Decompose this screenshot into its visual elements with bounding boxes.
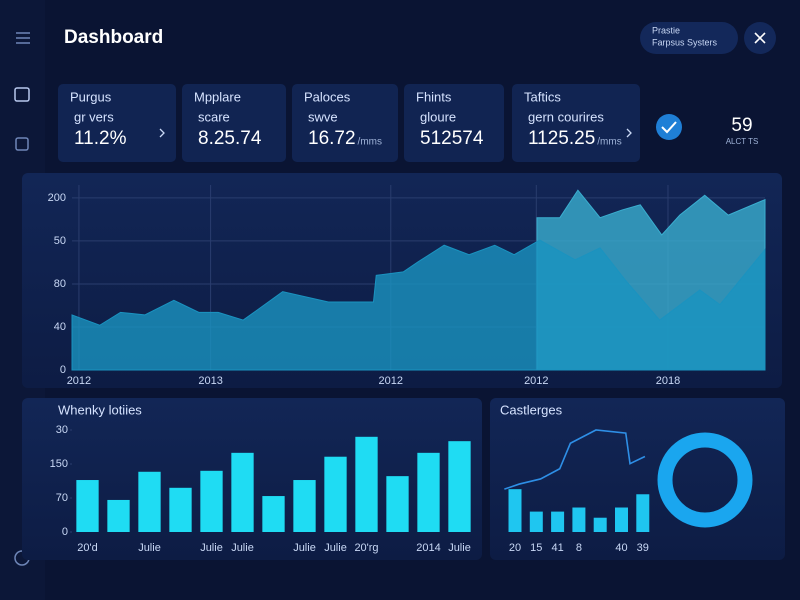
chart-title: Castlerges <box>500 402 563 417</box>
status-icon <box>656 114 682 140</box>
y-tick-label: 30 <box>56 424 68 436</box>
badge-line: Prastie <box>652 25 680 35</box>
check <box>661 121 677 134</box>
y-tick-label: 50 <box>54 235 66 247</box>
kpi-label: gern courires <box>528 109 604 124</box>
x-tick-label: 2013 <box>198 375 222 387</box>
y-tick-label: 80 <box>54 278 66 290</box>
bar <box>231 452 254 532</box>
kpi-row: Purgus gr vers 11.2% Mpplare scare 8.25.74 Pal… <box>58 84 640 162</box>
kpi-title: Purgus <box>70 89 112 104</box>
kpi-title: Paloces <box>304 89 351 104</box>
bar <box>572 507 586 532</box>
kpi-value: 512574 <box>420 128 484 149</box>
kpi-label: swve <box>308 109 338 124</box>
close-icon <box>754 32 766 44</box>
y-tick-label: 70 <box>56 492 68 504</box>
y-tick-label: 40 <box>54 321 66 333</box>
x-tick-label: Julie <box>448 542 471 554</box>
bar <box>386 476 409 532</box>
kpi-title: Fhints <box>416 89 452 104</box>
bar <box>293 480 316 532</box>
y-tick-label: 200 <box>48 192 66 204</box>
chart-title: Whenky lotiies <box>58 402 142 417</box>
bar <box>551 511 565 532</box>
bar <box>615 507 628 532</box>
x-tick-label: 40 <box>615 542 627 554</box>
badge[interactable] <box>640 22 738 54</box>
kpi-label: gloure <box>420 109 456 124</box>
x-tick-label: Julie <box>231 542 254 554</box>
bar <box>107 499 130 532</box>
x-tick-label: 41 <box>551 542 563 554</box>
kpi-title: Mpplare <box>194 89 241 104</box>
bar <box>355 436 378 532</box>
badge-line: Farpsus Systers <box>652 37 718 47</box>
x-tick-label: 8 <box>576 542 582 554</box>
bar <box>593 517 607 532</box>
x-tick-label: 39 <box>637 542 649 554</box>
kpi-title: Taftics <box>524 89 561 104</box>
bar <box>262 496 285 532</box>
x-tick-label: 2014 <box>416 542 440 554</box>
x-tick-label: 20'd <box>77 542 97 554</box>
kpi-value: 8.25.74 <box>198 128 262 149</box>
bar <box>508 489 522 532</box>
bar <box>636 494 650 532</box>
kpi-card <box>512 84 640 162</box>
x-tick-label: 2012 <box>67 375 91 387</box>
kpi-unit: /mms <box>597 137 621 148</box>
page-title: Dashboard <box>64 27 163 48</box>
kpi-value: 11.2% <box>74 128 127 149</box>
y-tick-label: 150 <box>50 458 68 470</box>
donut <box>657 432 753 528</box>
kpi-value: 1125.25 <box>528 128 595 149</box>
x-tick-label: 20 <box>509 542 521 554</box>
nav-icon[interactable] <box>15 137 29 151</box>
x-tick-label: Julie <box>200 542 223 554</box>
chevron <box>159 128 165 138</box>
x-tick-label: Julie <box>324 542 347 554</box>
bar <box>200 470 223 532</box>
kpi-label: scare <box>198 109 230 124</box>
bar <box>76 480 99 532</box>
y-tick-label: 0 <box>62 526 68 538</box>
line <box>504 429 646 490</box>
bar <box>169 487 192 532</box>
x-tick-label: 2012 <box>379 375 403 387</box>
bar <box>448 441 471 532</box>
bar <box>417 452 440 532</box>
kpi-card <box>58 84 176 162</box>
x-tick-label: Julie <box>138 542 161 554</box>
chevron <box>626 128 632 138</box>
x-tick-label: Julie <box>293 542 316 554</box>
y-tick-label: 0 <box>60 364 66 376</box>
menu-icon[interactable] <box>16 32 30 44</box>
kpi-unit: /mms <box>358 137 382 148</box>
nav-icon[interactable] <box>14 87 30 102</box>
bar <box>324 456 347 532</box>
status-value: 59 <box>731 115 752 136</box>
x-tick-label: 20'rg <box>354 542 378 554</box>
area <box>71 239 766 371</box>
kpi-card <box>292 84 398 162</box>
status-label: ALCT TS <box>726 137 759 146</box>
kpi-card <box>182 84 286 162</box>
x-tick-label: 2012 <box>524 375 548 387</box>
kpi-card <box>404 84 504 162</box>
kpi-label: gr vers <box>74 109 114 124</box>
bar <box>529 511 543 532</box>
x-tick-label: 2018 <box>656 375 680 387</box>
kpi-value: 16.72 <box>308 128 356 149</box>
bar <box>138 471 161 532</box>
x-tick-label: 15 <box>530 542 542 554</box>
